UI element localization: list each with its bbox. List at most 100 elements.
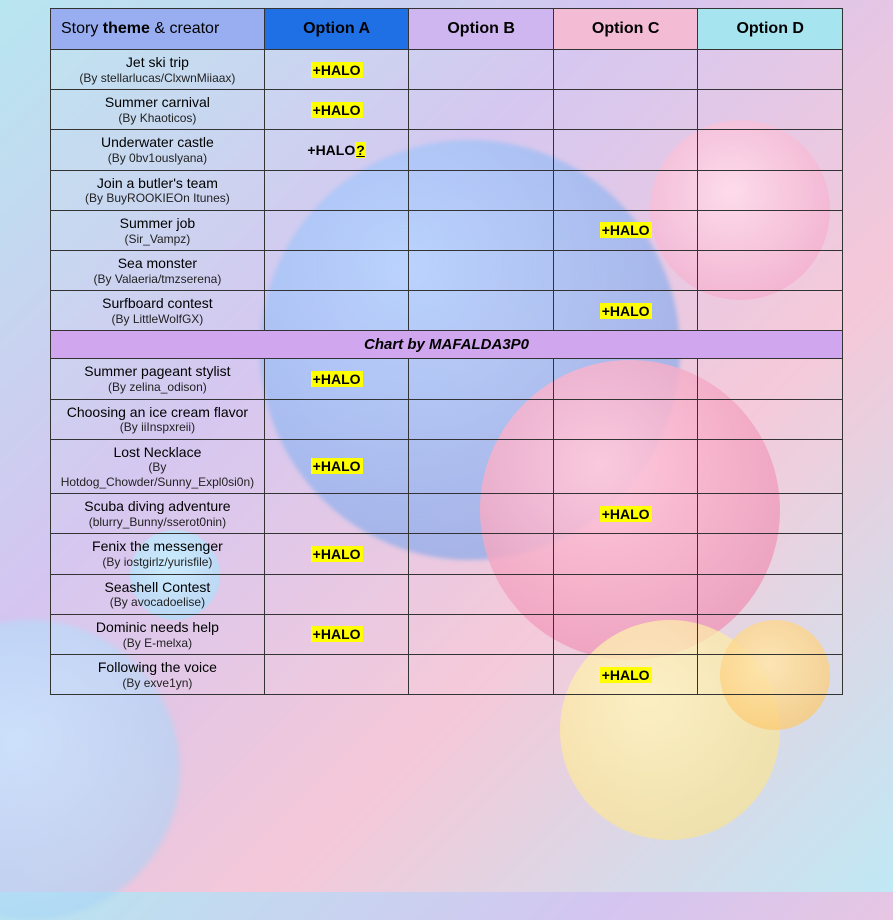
option-b-cell bbox=[409, 494, 554, 534]
story-cell: Seashell Contest(By avocadoelise) bbox=[51, 574, 265, 614]
story-creator: (By avocadoelise) bbox=[55, 595, 260, 609]
table-row: Summer job(Sir_Vampz) +HALO bbox=[51, 210, 843, 250]
table-row: Summer carnival(By Khaoticos)+HALO bbox=[51, 90, 843, 130]
option-a-cell bbox=[264, 291, 409, 331]
option-d-cell bbox=[698, 655, 843, 695]
option-a-cell bbox=[264, 655, 409, 695]
halo-badge: +HALO bbox=[600, 506, 652, 522]
option-c-cell: +HALO bbox=[553, 494, 698, 534]
option-b-cell bbox=[409, 399, 554, 439]
option-b-cell bbox=[409, 655, 554, 695]
story-cell: Summer pageant stylist(By zelina_odison) bbox=[51, 359, 265, 399]
option-a-cell: +HALO bbox=[264, 359, 409, 399]
option-d-cell bbox=[698, 359, 843, 399]
halo-badge: +HALO bbox=[600, 222, 652, 238]
option-c-cell bbox=[553, 439, 698, 494]
option-d-cell bbox=[698, 494, 843, 534]
halo-badge: +HALO bbox=[311, 371, 363, 387]
halo-badge: +HALO bbox=[600, 667, 652, 683]
option-b-cell bbox=[409, 534, 554, 574]
table-row: Fenix the messenger(By iostgirlz/yurisfi… bbox=[51, 534, 843, 574]
option-a-cell: +HALO bbox=[264, 534, 409, 574]
story-cell: Jet ski trip(By stellarlucas/ClxwnMiiaax… bbox=[51, 50, 265, 90]
story-creator: (By BuyROOKIEOn Itunes) bbox=[55, 191, 260, 205]
table-row: Surfboard contest(By LittleWolfGX)+HALO bbox=[51, 291, 843, 331]
header-option-c: Option C bbox=[553, 9, 698, 50]
story-creator: (By Valaeria/tmzserena) bbox=[55, 272, 260, 286]
story-title: Summer pageant stylist bbox=[55, 363, 260, 380]
header-story: Story theme & creator bbox=[51, 9, 265, 50]
story-cell: Scuba diving adventure(blurry_Bunny/sser… bbox=[51, 494, 265, 534]
story-creator: (blurry_Bunny/sserot0nin) bbox=[55, 515, 260, 529]
option-c-cell bbox=[553, 359, 698, 399]
header-option-a: Option A bbox=[264, 9, 409, 50]
option-b-cell bbox=[409, 90, 554, 130]
option-b-cell bbox=[409, 50, 554, 90]
option-a-cell bbox=[264, 210, 409, 250]
option-a-cell bbox=[264, 574, 409, 614]
story-cell: Sea monster(By Valaeria/tmzserena) bbox=[51, 250, 265, 290]
option-a-cell bbox=[264, 399, 409, 439]
story-creator: (By LittleWolfGX) bbox=[55, 312, 260, 326]
halo-badge: +HALO bbox=[311, 458, 363, 474]
story-cell: Fenix the messenger(By iostgirlz/yurisfi… bbox=[51, 534, 265, 574]
story-cell: Summer job(Sir_Vampz) bbox=[51, 210, 265, 250]
option-d-cell bbox=[698, 399, 843, 439]
table-row: Seashell Contest(By avocadoelise) bbox=[51, 574, 843, 614]
option-c-cell bbox=[553, 130, 698, 170]
option-d-cell bbox=[698, 250, 843, 290]
option-a-cell: +HALO bbox=[264, 50, 409, 90]
option-c-cell bbox=[553, 574, 698, 614]
option-d-cell bbox=[698, 90, 843, 130]
story-title: Lost Necklace bbox=[55, 444, 260, 461]
story-creator: (By exve1yn) bbox=[55, 676, 260, 690]
option-d-cell bbox=[698, 210, 843, 250]
option-c-cell: +HALO bbox=[553, 655, 698, 695]
option-b-cell bbox=[409, 250, 554, 290]
story-cell: Choosing an ice cream flavor(By iiInspxr… bbox=[51, 399, 265, 439]
story-cell: Following the voice(By exve1yn) bbox=[51, 655, 265, 695]
option-c-cell: +HALO bbox=[553, 210, 698, 250]
halo-badge: +HALO bbox=[311, 626, 363, 642]
option-d-cell bbox=[698, 574, 843, 614]
option-c-cell: +HALO bbox=[553, 291, 698, 331]
story-cell: Join a butler's team(By BuyROOKIEOn Itun… bbox=[51, 170, 265, 210]
story-creator: (By Hotdog_Chowder/Sunny_Expl0si0n) bbox=[55, 460, 260, 489]
story-creator: (By Khaoticos) bbox=[55, 111, 260, 125]
option-b-cell bbox=[409, 439, 554, 494]
story-creator: (By zelina_odison) bbox=[55, 380, 260, 394]
story-creator: (By iostgirlz/yurisfile) bbox=[55, 555, 260, 569]
table-row: Summer pageant stylist(By zelina_odison)… bbox=[51, 359, 843, 399]
option-c-cell bbox=[553, 170, 698, 210]
story-title: Fenix the messenger bbox=[55, 538, 260, 555]
halo-badge-uncertain: +HALO? bbox=[307, 142, 365, 158]
story-title: Sea monster bbox=[55, 255, 260, 272]
option-d-cell bbox=[698, 130, 843, 170]
option-a-cell: +HALO bbox=[264, 614, 409, 654]
option-b-cell bbox=[409, 614, 554, 654]
story-title: Underwater castle bbox=[55, 134, 260, 151]
story-cell: Lost Necklace(By Hotdog_Chowder/Sunny_Ex… bbox=[51, 439, 265, 494]
table-row: Join a butler's team(By BuyROOKIEOn Itun… bbox=[51, 170, 843, 210]
option-a-cell bbox=[264, 170, 409, 210]
option-a-cell: +HALO bbox=[264, 90, 409, 130]
halo-chart-table: Story theme & creator Option A Option B … bbox=[50, 8, 843, 695]
option-b-cell bbox=[409, 574, 554, 614]
header-option-b: Option B bbox=[409, 9, 554, 50]
table-row: Jet ski trip(By stellarlucas/ClxwnMiiaax… bbox=[51, 50, 843, 90]
option-d-cell bbox=[698, 614, 843, 654]
option-d-cell bbox=[698, 50, 843, 90]
story-title: Choosing an ice cream flavor bbox=[55, 404, 260, 421]
story-title: Dominic needs help bbox=[55, 619, 260, 636]
story-title: Seashell Contest bbox=[55, 579, 260, 596]
halo-badge: +HALO bbox=[311, 546, 363, 562]
option-b-cell bbox=[409, 210, 554, 250]
option-a-cell bbox=[264, 494, 409, 534]
table-row: Lost Necklace(By Hotdog_Chowder/Sunny_Ex… bbox=[51, 439, 843, 494]
header-option-d: Option D bbox=[698, 9, 843, 50]
table-row: Underwater castle(By 0bv1ouslyana)+HALO? bbox=[51, 130, 843, 170]
option-c-cell bbox=[553, 534, 698, 574]
table-row: Dominic needs help(By E-melxa)+HALO bbox=[51, 614, 843, 654]
option-c-cell bbox=[553, 250, 698, 290]
halo-badge: +HALO bbox=[600, 303, 652, 319]
